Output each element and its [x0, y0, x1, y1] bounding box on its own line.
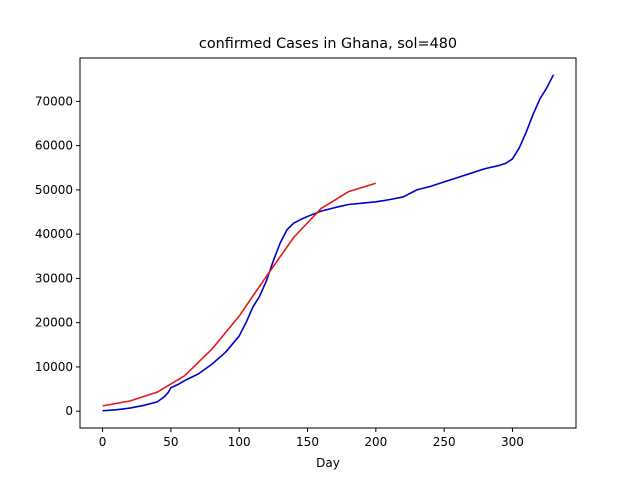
x-tick-label: 150 — [296, 435, 319, 449]
series-layer — [102, 74, 555, 412]
y-tick-label: 0 — [65, 404, 73, 418]
y-tick-label: 60000 — [35, 139, 73, 153]
chart-title: confirmed Cases in Ghana, sol=480 — [199, 36, 457, 52]
x-axis: 0 50 100 150 200 250 300 — [99, 428, 524, 449]
x-tick-label: 250 — [433, 435, 456, 449]
x-axis-label: Day — [316, 456, 340, 470]
x-tick-label: 200 — [364, 435, 387, 449]
plot-frame — [79, 57, 577, 429]
y-tick-label: 50000 — [35, 183, 73, 197]
plot-area — [79, 57, 577, 429]
y-tick-label: 70000 — [35, 94, 73, 108]
y-tick-label: 30000 — [35, 271, 73, 285]
model-fit-line — [102, 182, 377, 407]
x-tick-label: 100 — [228, 435, 251, 449]
y-axis: 0 10000 20000 30000 40000 50000 60000 70000 — [35, 94, 80, 418]
y-tick-label: 20000 — [35, 316, 73, 330]
x-tick-label: 50 — [163, 435, 178, 449]
x-tick-label: 0 — [99, 435, 107, 449]
confirmed-cases-line — [102, 74, 555, 412]
y-tick-label: 40000 — [35, 227, 73, 241]
y-tick-label: 10000 — [35, 360, 73, 374]
x-tick-label: 300 — [501, 435, 524, 449]
